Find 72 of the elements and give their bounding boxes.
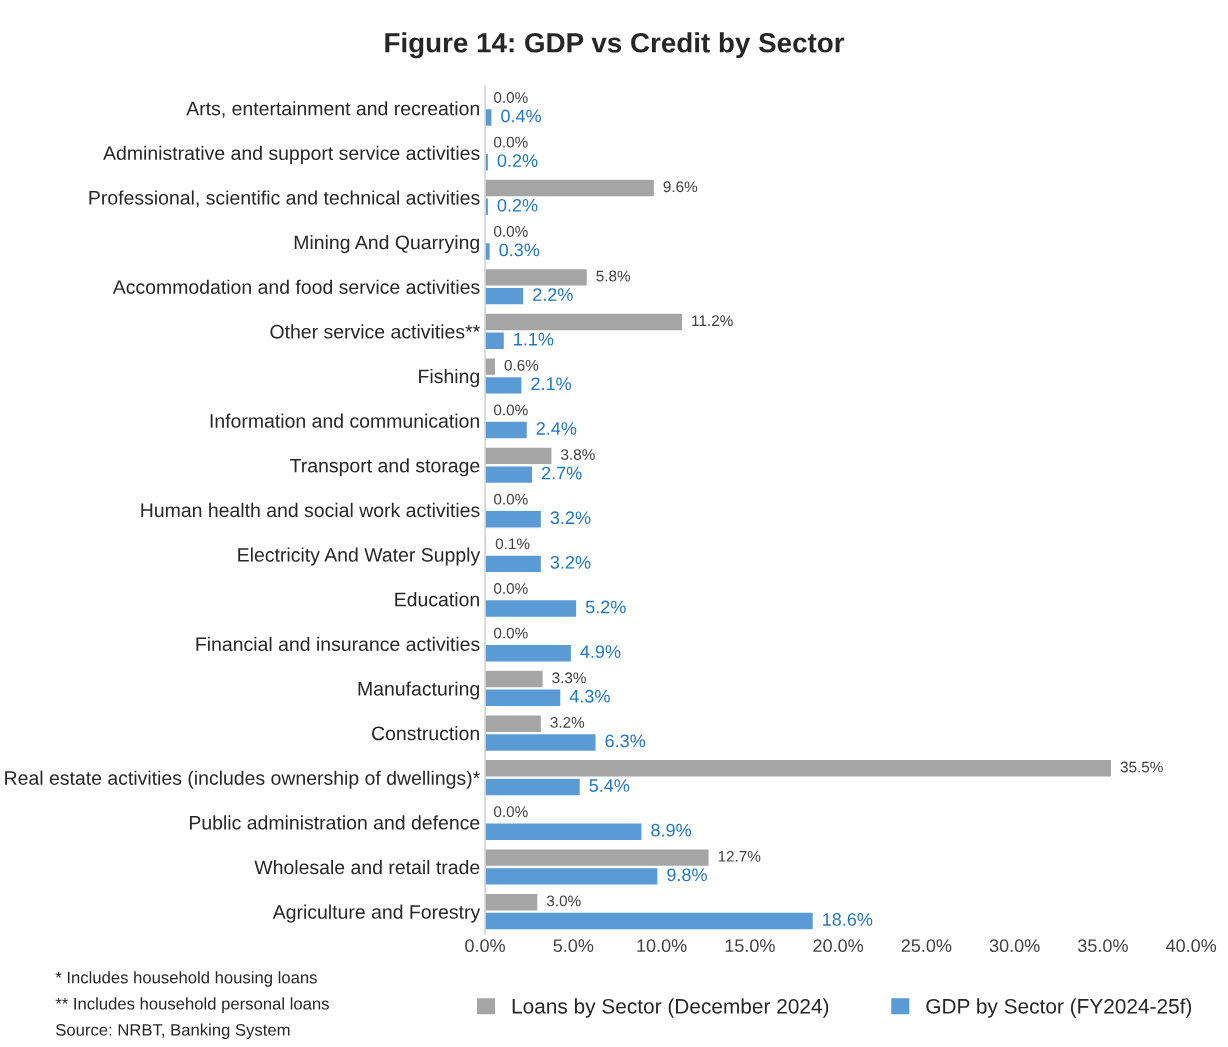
data-label: 35.5% xyxy=(1120,761,1163,773)
data-label: 18.6% xyxy=(823,913,873,926)
y-tick-label: Professional, scientific and technical activities xyxy=(89,190,480,207)
data-label: 5.8% xyxy=(596,270,631,282)
data-label: 0.0% xyxy=(493,583,528,594)
x-tick-label: 5.0% xyxy=(553,939,594,953)
y-tick-label: Real estate activities (includes ownership of dwellings)* xyxy=(5,770,480,789)
data-label: 3.2% xyxy=(550,511,591,525)
y-tick-label: Human health and social work activities xyxy=(141,502,480,518)
data-label: 5.2% xyxy=(585,600,626,614)
data-label: 3.2% xyxy=(550,716,585,728)
data-label: 2.1% xyxy=(531,377,571,391)
data-label: 8.9% xyxy=(651,823,692,837)
y-tick-label: Wholesale and retail trade xyxy=(254,859,480,875)
data-label: 0.6% xyxy=(504,359,539,371)
y-tick-label: Fishing xyxy=(419,368,479,388)
text: ** Includes household personal loans xyxy=(55,997,329,1013)
data-label: 2.2% xyxy=(533,288,573,301)
data-label: 2.7% xyxy=(541,466,582,480)
data-label: 6.3% xyxy=(605,734,646,748)
data-label: 3.2% xyxy=(550,555,591,569)
x-tick-label: 30.0% xyxy=(989,939,1040,953)
y-tick-label: Administrative and support service activities xyxy=(103,145,480,164)
data-label: 9.8% xyxy=(667,868,707,882)
data-label: 4.9% xyxy=(580,645,621,659)
chart-title: Figure 14: GDP vs Credit by Sector xyxy=(385,32,845,59)
text: * Includes household housing loans xyxy=(55,971,317,987)
data-label: 2.4% xyxy=(536,422,577,435)
data-label: 0.2% xyxy=(497,198,538,212)
y-tick-label: Mining And Quarrying xyxy=(294,235,479,254)
data-label: 0.0% xyxy=(493,627,528,639)
data-label: 0.4% xyxy=(501,109,541,123)
x-tick-label: 40.0% xyxy=(1165,939,1217,953)
data-label: 5.4% xyxy=(589,779,630,792)
y-tick-label: Construction xyxy=(372,726,479,741)
data-label: 4.3% xyxy=(569,689,610,703)
data-label: 3.3% xyxy=(552,672,586,684)
y-tick-label: Manufacturing xyxy=(358,681,479,700)
x-tick-label: 25.0% xyxy=(901,939,952,953)
legend-label: GDP by Sector (FY2024-25f) xyxy=(926,998,1192,1018)
y-tick-label: Information and communication xyxy=(210,413,479,428)
data-label: 0.0% xyxy=(493,404,528,416)
data-label: 3.8% xyxy=(561,449,595,460)
data-label: 12.7% xyxy=(718,850,761,862)
y-tick-label: Agriculture and Forestry xyxy=(272,904,481,923)
x-tick-label: 35.0% xyxy=(1077,939,1128,953)
x-tick-label: 15.0% xyxy=(725,939,775,953)
source-note: Source: NRBT, Banking System xyxy=(56,1023,290,1040)
x-tick-label: 20.0% xyxy=(813,939,864,953)
y-tick-label: Arts, entertainment and recreation xyxy=(186,101,479,118)
y-tick-label: Electricity And Water Supply xyxy=(238,547,481,566)
data-label: 9.6% xyxy=(663,181,698,193)
x-tick-label: 0.0% xyxy=(465,939,505,953)
data-label: 0.0% xyxy=(493,136,528,148)
data-label: 11.2% xyxy=(692,315,733,327)
x-tick-label: 10.0% xyxy=(637,939,687,953)
y-tick-label: Other service activities** xyxy=(270,324,480,339)
y-tick-label: Accommodation and food service activities xyxy=(112,279,480,294)
y-tick-label: Education xyxy=(395,592,479,607)
data-label: 0.2% xyxy=(497,154,538,168)
data-label: 0.0% xyxy=(493,806,528,818)
data-label: 3.0% xyxy=(546,895,581,907)
y-tick-label: Financial and insurance activities xyxy=(196,636,480,652)
y-tick-label: Public administration and defence xyxy=(189,815,480,830)
data-label: 0.0% xyxy=(493,493,528,505)
data-label: 0.1% xyxy=(495,538,530,550)
y-tick-label: Transport and storage xyxy=(290,458,480,477)
data-label: 1.1% xyxy=(514,332,554,346)
legend-label: Loans by Sector (December 2024) xyxy=(512,998,829,1018)
data-label: 0.0% xyxy=(493,225,528,237)
data-label: 0.3% xyxy=(499,243,540,257)
data-label: 0.0% xyxy=(493,92,528,103)
